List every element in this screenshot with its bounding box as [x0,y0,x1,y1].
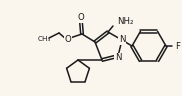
Text: O: O [78,14,84,22]
Text: NH₂: NH₂ [117,17,134,26]
Text: N: N [115,53,121,62]
Text: CH₃: CH₃ [37,36,51,42]
Text: N: N [119,36,125,45]
Text: O: O [65,36,71,45]
Text: F: F [175,41,180,50]
